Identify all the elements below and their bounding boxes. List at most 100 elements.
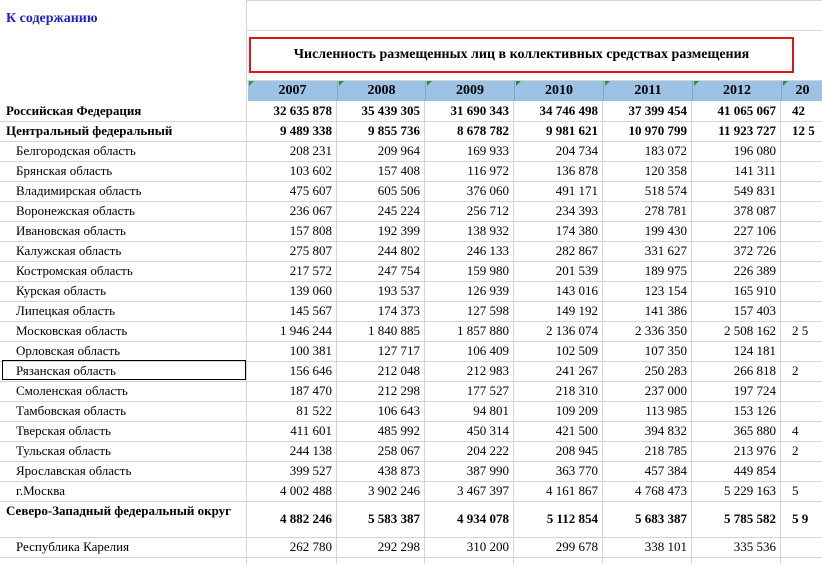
value-cell[interactable]: 120 358	[644, 163, 687, 178]
row-label[interactable]: Северо-Западный федеральный округ	[6, 503, 232, 518]
value-cell[interactable]: 4 934 078	[457, 511, 509, 526]
year-header-cell[interactable]: 2011	[604, 81, 693, 101]
value-cell[interactable]: 363 770	[555, 463, 598, 478]
row-label[interactable]: Тамбовская область	[16, 403, 127, 418]
value-cell[interactable]: 4 161 867	[546, 483, 598, 498]
value-cell[interactable]: 244 802	[377, 243, 420, 258]
value-cell[interactable]: 5 229 163	[724, 483, 776, 498]
value-cell[interactable]: 411 601	[290, 423, 332, 438]
year-header-cell[interactable]: 2010	[515, 81, 604, 101]
value-cell[interactable]: 139 060	[289, 283, 332, 298]
value-cell[interactable]: 208 945	[555, 443, 598, 458]
value-cell[interactable]: 5 9	[792, 511, 809, 526]
value-cell[interactable]: 204 734	[555, 143, 598, 158]
value-cell[interactable]: 5	[792, 483, 799, 498]
row-label[interactable]: Ивановская область	[16, 223, 126, 238]
value-cell[interactable]: 212 298	[377, 383, 420, 398]
value-cell[interactable]: 106 409	[466, 343, 509, 358]
value-cell[interactable]: 42	[792, 103, 805, 118]
value-cell[interactable]: 241 267	[555, 363, 598, 378]
value-cell[interactable]: 94 801	[473, 403, 509, 418]
value-cell[interactable]: 245 224	[377, 203, 420, 218]
value-cell[interactable]: 605 506	[377, 183, 420, 198]
row-label[interactable]: Смоленская область	[16, 383, 128, 398]
value-cell[interactable]: 199 430	[644, 223, 687, 238]
row-label[interactable]: Владимирская область	[16, 183, 142, 198]
value-cell[interactable]: 81 522	[296, 403, 332, 418]
selected-cell[interactable]	[2, 360, 246, 380]
year-header-cell[interactable]: 2009	[426, 81, 515, 101]
value-cell[interactable]: 244 138	[289, 443, 332, 458]
value-cell[interactable]: 126 939	[466, 283, 509, 298]
value-cell[interactable]: 174 373	[377, 303, 420, 318]
value-cell[interactable]: 212 048	[377, 363, 420, 378]
value-cell[interactable]: 1 857 880	[457, 323, 509, 338]
value-cell[interactable]: 143 016	[555, 283, 598, 298]
value-cell[interactable]: 107 350	[644, 343, 687, 358]
row-label[interactable]: Костромская область	[16, 263, 133, 278]
value-cell[interactable]: 5 583 387	[368, 511, 420, 526]
value-cell[interactable]: 5 112 854	[546, 511, 598, 526]
value-cell[interactable]: 237 000	[644, 383, 687, 398]
year-header-cell[interactable]: 2012	[693, 81, 782, 101]
row-label[interactable]: г.Москва	[16, 483, 65, 498]
value-cell[interactable]: 37 399 454	[628, 103, 688, 118]
value-cell[interactable]: 292 298	[377, 539, 420, 554]
value-cell[interactable]: 331 627	[644, 243, 687, 258]
value-cell[interactable]: 549 831	[733, 183, 776, 198]
value-cell[interactable]: 189 975	[644, 263, 687, 278]
value-cell[interactable]: 156 646	[289, 363, 332, 378]
value-cell[interactable]: 258 067	[377, 443, 420, 458]
value-cell[interactable]: 438 873	[377, 463, 420, 478]
value-cell[interactable]: 138 932	[466, 223, 509, 238]
value-cell[interactable]: 250 283	[644, 363, 687, 378]
value-cell[interactable]: 275 807	[289, 243, 332, 258]
value-cell[interactable]: 227 106	[733, 223, 776, 238]
value-cell[interactable]: 278 781	[644, 203, 687, 218]
value-cell[interactable]: 218 310	[555, 383, 598, 398]
value-cell[interactable]: 10 970 799	[628, 123, 688, 138]
value-cell[interactable]: 4 768 473	[635, 483, 687, 498]
value-cell[interactable]: 204 222	[466, 443, 509, 458]
row-label[interactable]: Брянская область	[16, 163, 113, 178]
value-cell[interactable]: 157 408	[377, 163, 420, 178]
value-cell[interactable]: 193 537	[377, 283, 420, 298]
year-header-cell[interactable]: 2008	[338, 81, 426, 101]
value-cell[interactable]: 282 867	[555, 243, 598, 258]
row-label[interactable]: Российская Федерация	[6, 103, 142, 118]
value-cell[interactable]: 2 136 074	[546, 323, 598, 338]
contents-link[interactable]: К содержанию	[6, 11, 98, 26]
value-cell[interactable]: 149 192	[555, 303, 598, 318]
row-label[interactable]: Республика Карелия	[16, 539, 130, 554]
value-cell[interactable]: 449 854	[733, 463, 776, 478]
value-cell[interactable]: 266 818	[733, 363, 776, 378]
value-cell[interactable]: 4 882 246	[280, 511, 332, 526]
value-cell[interactable]: 5 683 387	[635, 511, 687, 526]
value-cell[interactable]: 234 393	[555, 203, 598, 218]
value-cell[interactable]: 2 508 162	[724, 323, 776, 338]
row-label[interactable]: Калужская область	[16, 243, 122, 258]
value-cell[interactable]: 197 724	[733, 383, 776, 398]
value-cell[interactable]: 1 946 244	[280, 323, 332, 338]
value-cell[interactable]: 209 964	[377, 143, 420, 158]
row-label[interactable]: Липецкая область	[16, 303, 116, 318]
value-cell[interactable]: 165 910	[733, 283, 776, 298]
value-cell[interactable]: 475 607	[289, 183, 332, 198]
value-cell[interactable]: 100 381	[289, 343, 332, 358]
row-label[interactable]: Московская область	[16, 323, 128, 338]
value-cell[interactable]: 217 572	[289, 263, 332, 278]
value-cell[interactable]: 491 171	[555, 183, 598, 198]
value-cell[interactable]: 102 509	[555, 343, 598, 358]
value-cell[interactable]: 299 678	[555, 539, 598, 554]
value-cell[interactable]: 113 985	[645, 403, 687, 418]
value-cell[interactable]: 365 880	[733, 423, 776, 438]
value-cell[interactable]: 518 574	[644, 183, 687, 198]
value-cell[interactable]: 157 808	[289, 223, 332, 238]
value-cell[interactable]: 145 567	[289, 303, 332, 318]
value-cell[interactable]: 4	[792, 423, 799, 438]
value-cell[interactable]: 246 133	[466, 243, 509, 258]
value-cell[interactable]: 116 972	[467, 163, 509, 178]
value-cell[interactable]: 399 527	[289, 463, 332, 478]
row-label[interactable]: Орловская область	[16, 343, 121, 358]
value-cell[interactable]: 9 489 338	[280, 123, 332, 138]
